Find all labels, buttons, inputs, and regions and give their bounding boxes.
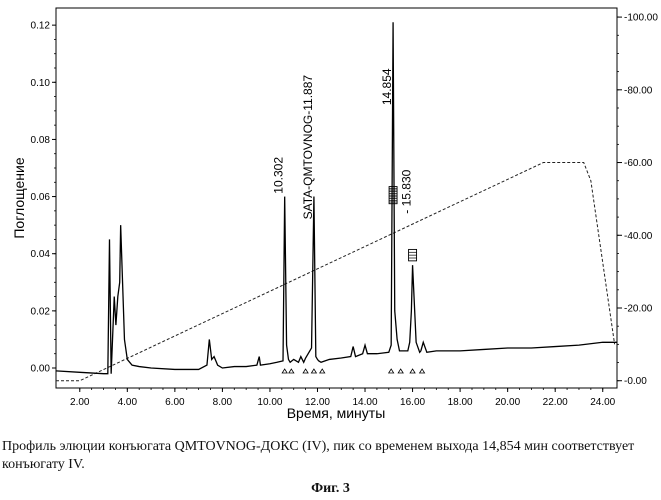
y2-tick-label: -60.00 <box>624 158 653 169</box>
x-tick-label: 24.00 <box>590 397 615 408</box>
baseline-marker <box>282 369 287 373</box>
baseline-marker <box>320 369 325 373</box>
x-tick-label: 22.00 <box>543 397 568 408</box>
y2-tick-label: -0.00 <box>624 376 647 387</box>
y-tick-label: 0.08 <box>31 135 51 146</box>
y2-tick-label: -80.00 <box>624 85 653 96</box>
y-tick-label: 0.02 <box>31 306 51 317</box>
baseline-marker <box>410 369 415 373</box>
peak-label: SATA-QMTOVNOG-11.887 <box>301 75 315 220</box>
peak-label: - 15.830 <box>400 169 414 213</box>
peak-label: 14.854 <box>380 68 394 105</box>
x-tick-label: 6.00 <box>165 397 185 408</box>
y-tick-label: 0.12 <box>31 21 51 32</box>
y-tick-label: 0.00 <box>31 364 51 375</box>
baseline-marker <box>303 369 308 373</box>
absorbance-series-line <box>56 22 617 373</box>
x-tick-label: 2.00 <box>70 397 90 408</box>
y-tick-label: 0.04 <box>31 249 51 260</box>
y2-tick-label: -40.00 <box>624 231 653 242</box>
y-axis-label: Поглощение <box>11 157 27 238</box>
x-tick-label: 18.00 <box>448 397 473 408</box>
figure-caption: Профиль элюции конъюгата QMTOVNOG-ДОКС (… <box>2 438 658 474</box>
x-axis-label: Время, минуты <box>287 405 386 421</box>
x-tick-label: 20.00 <box>495 397 520 408</box>
x-tick-label: 10.00 <box>257 397 282 408</box>
figure-label: Фиг. 3 <box>0 481 661 497</box>
y2-tick-label: -100.00 <box>624 13 658 24</box>
x-tick-label: 16.00 <box>400 397 425 408</box>
baseline-marker <box>389 369 394 373</box>
plot-area <box>56 8 617 388</box>
y2-tick-label: -20.00 <box>624 304 653 315</box>
peak-label: 10.302 <box>272 157 286 194</box>
x-tick-label: 8.00 <box>213 397 233 408</box>
baseline-marker <box>289 369 294 373</box>
baseline-marker <box>420 369 425 373</box>
y-tick-label: 0.06 <box>31 192 51 203</box>
x-tick-label: 4.00 <box>118 397 138 408</box>
baseline-marker <box>311 369 316 373</box>
y-tick-label: 0.10 <box>31 78 51 89</box>
baseline-marker <box>398 369 403 373</box>
